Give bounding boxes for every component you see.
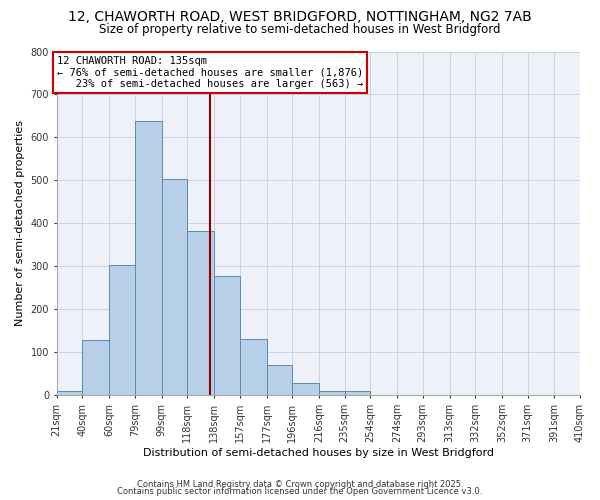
Bar: [319, 390, 344, 395]
Bar: [56, 392, 82, 395]
Bar: [82, 340, 109, 395]
Text: Size of property relative to semi-detached houses in West Bridgford: Size of property relative to semi-detach…: [99, 22, 501, 36]
Bar: [187, 230, 214, 395]
Bar: [239, 339, 266, 395]
Bar: [135, 121, 161, 395]
Text: Contains public sector information licensed under the Open Government Licence v3: Contains public sector information licen…: [118, 487, 482, 496]
Text: 12, CHAWORTH ROAD, WEST BRIDGFORD, NOTTINGHAM, NG2 7AB: 12, CHAWORTH ROAD, WEST BRIDGFORD, NOTTI…: [68, 10, 532, 24]
Bar: [266, 365, 292, 395]
Bar: [214, 276, 239, 395]
Text: Contains HM Land Registry data © Crown copyright and database right 2025.: Contains HM Land Registry data © Crown c…: [137, 480, 463, 489]
Bar: [344, 392, 370, 395]
Bar: [161, 179, 187, 395]
Y-axis label: Number of semi-detached properties: Number of semi-detached properties: [15, 120, 25, 326]
Bar: [292, 384, 319, 395]
X-axis label: Distribution of semi-detached houses by size in West Bridgford: Distribution of semi-detached houses by …: [143, 448, 494, 458]
Bar: [109, 266, 135, 395]
Text: 12 CHAWORTH ROAD: 135sqm
← 76% of semi-detached houses are smaller (1,876)
   23: 12 CHAWORTH ROAD: 135sqm ← 76% of semi-d…: [56, 56, 363, 89]
